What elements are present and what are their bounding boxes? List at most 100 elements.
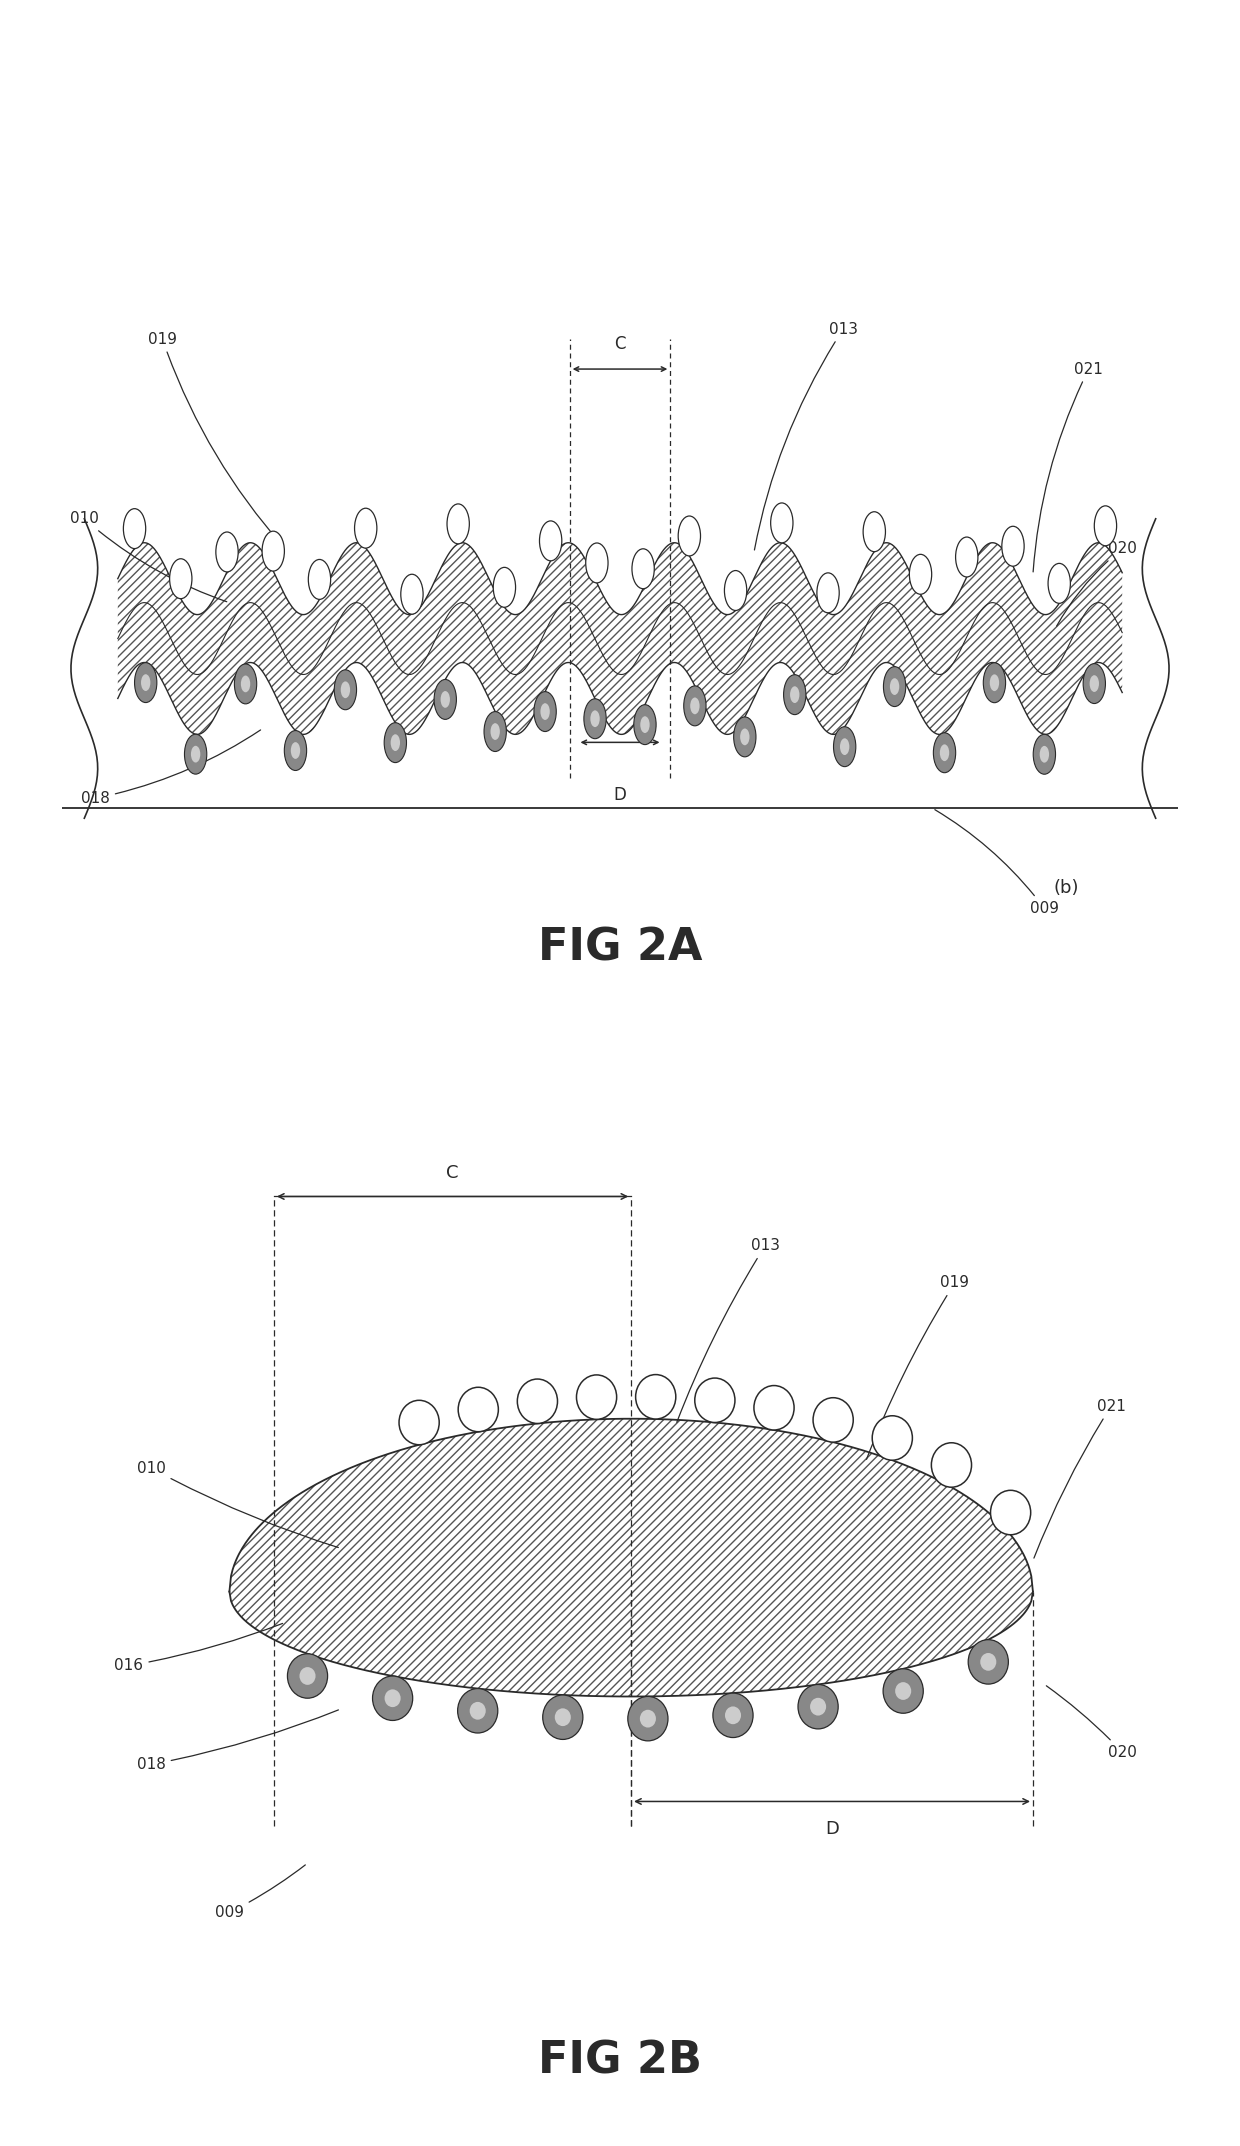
Text: D: D — [825, 1820, 839, 1837]
Circle shape — [790, 687, 800, 704]
Circle shape — [771, 502, 794, 543]
Text: (b): (b) — [1054, 880, 1079, 897]
Circle shape — [590, 710, 600, 727]
Text: 010: 010 — [69, 511, 227, 601]
Circle shape — [694, 1378, 735, 1423]
Circle shape — [940, 745, 949, 762]
Polygon shape — [118, 543, 1122, 674]
Text: 019: 019 — [148, 333, 284, 547]
Text: D: D — [614, 785, 626, 805]
Polygon shape — [229, 1419, 1033, 1697]
Circle shape — [632, 549, 655, 588]
Text: C: C — [446, 1163, 459, 1182]
Circle shape — [459, 1386, 498, 1431]
Circle shape — [683, 687, 706, 725]
Circle shape — [577, 1376, 616, 1419]
Circle shape — [491, 723, 500, 740]
Polygon shape — [118, 603, 1122, 734]
Circle shape — [883, 1670, 924, 1713]
Circle shape — [1039, 747, 1049, 762]
Circle shape — [983, 663, 1006, 702]
Circle shape — [494, 567, 516, 607]
Circle shape — [384, 1689, 401, 1706]
Circle shape — [185, 734, 207, 775]
Circle shape — [784, 674, 806, 715]
Text: 009: 009 — [935, 809, 1059, 916]
Circle shape — [1084, 663, 1106, 704]
Circle shape — [446, 504, 469, 543]
Circle shape — [372, 1676, 413, 1721]
Circle shape — [640, 1710, 656, 1728]
Circle shape — [335, 670, 357, 710]
Text: FIG 2B: FIG 2B — [538, 2039, 702, 2082]
Text: 020: 020 — [1047, 1687, 1137, 1760]
Circle shape — [956, 536, 978, 577]
Circle shape — [713, 1693, 753, 1738]
Circle shape — [309, 560, 331, 599]
Circle shape — [399, 1401, 439, 1444]
Circle shape — [300, 1667, 315, 1685]
Circle shape — [990, 674, 999, 691]
Text: 018: 018 — [81, 730, 260, 805]
Circle shape — [833, 727, 856, 766]
Circle shape — [691, 697, 699, 715]
Text: 013: 013 — [754, 322, 858, 549]
Circle shape — [543, 1695, 583, 1740]
Circle shape — [968, 1640, 1008, 1685]
Circle shape — [678, 515, 701, 556]
Text: 021: 021 — [1034, 1399, 1126, 1558]
Circle shape — [355, 509, 377, 547]
Circle shape — [724, 571, 746, 609]
Circle shape — [191, 747, 201, 762]
Circle shape — [291, 743, 300, 760]
Circle shape — [470, 1702, 486, 1719]
Circle shape — [262, 532, 284, 571]
Circle shape — [934, 732, 956, 773]
Circle shape — [288, 1655, 327, 1697]
Circle shape — [754, 1386, 794, 1429]
Circle shape — [634, 704, 656, 745]
Circle shape — [1048, 564, 1070, 603]
Circle shape — [384, 723, 407, 762]
Circle shape — [725, 1706, 742, 1723]
Text: 010: 010 — [136, 1461, 339, 1547]
Circle shape — [585, 543, 608, 584]
Circle shape — [909, 554, 931, 594]
Circle shape — [534, 691, 557, 732]
Circle shape — [931, 1442, 972, 1487]
Circle shape — [541, 704, 549, 719]
Circle shape — [640, 717, 650, 734]
Circle shape — [981, 1652, 996, 1672]
Circle shape — [234, 663, 257, 704]
Circle shape — [895, 1682, 911, 1700]
Circle shape — [241, 676, 250, 693]
Circle shape — [1094, 506, 1117, 545]
Circle shape — [872, 1416, 913, 1459]
Circle shape — [284, 730, 306, 770]
Circle shape — [141, 674, 150, 691]
Circle shape — [517, 1380, 558, 1423]
Circle shape — [810, 1697, 826, 1715]
Text: 020: 020 — [1056, 541, 1137, 627]
Text: 013: 013 — [677, 1238, 780, 1423]
Text: 016: 016 — [114, 1622, 283, 1674]
Circle shape — [434, 680, 456, 719]
Circle shape — [170, 558, 192, 599]
Text: 018: 018 — [136, 1710, 339, 1773]
Circle shape — [636, 1376, 676, 1419]
Text: C: C — [614, 335, 626, 354]
Circle shape — [539, 521, 562, 560]
Text: 019: 019 — [867, 1275, 970, 1459]
Circle shape — [740, 727, 749, 745]
Circle shape — [817, 573, 839, 614]
Circle shape — [584, 700, 606, 738]
Circle shape — [799, 1685, 838, 1730]
Circle shape — [134, 663, 156, 702]
Circle shape — [991, 1489, 1030, 1534]
Circle shape — [440, 691, 450, 708]
Circle shape — [484, 712, 506, 751]
Circle shape — [391, 734, 401, 751]
Circle shape — [401, 575, 423, 614]
Circle shape — [458, 1689, 497, 1734]
Circle shape — [216, 532, 238, 573]
